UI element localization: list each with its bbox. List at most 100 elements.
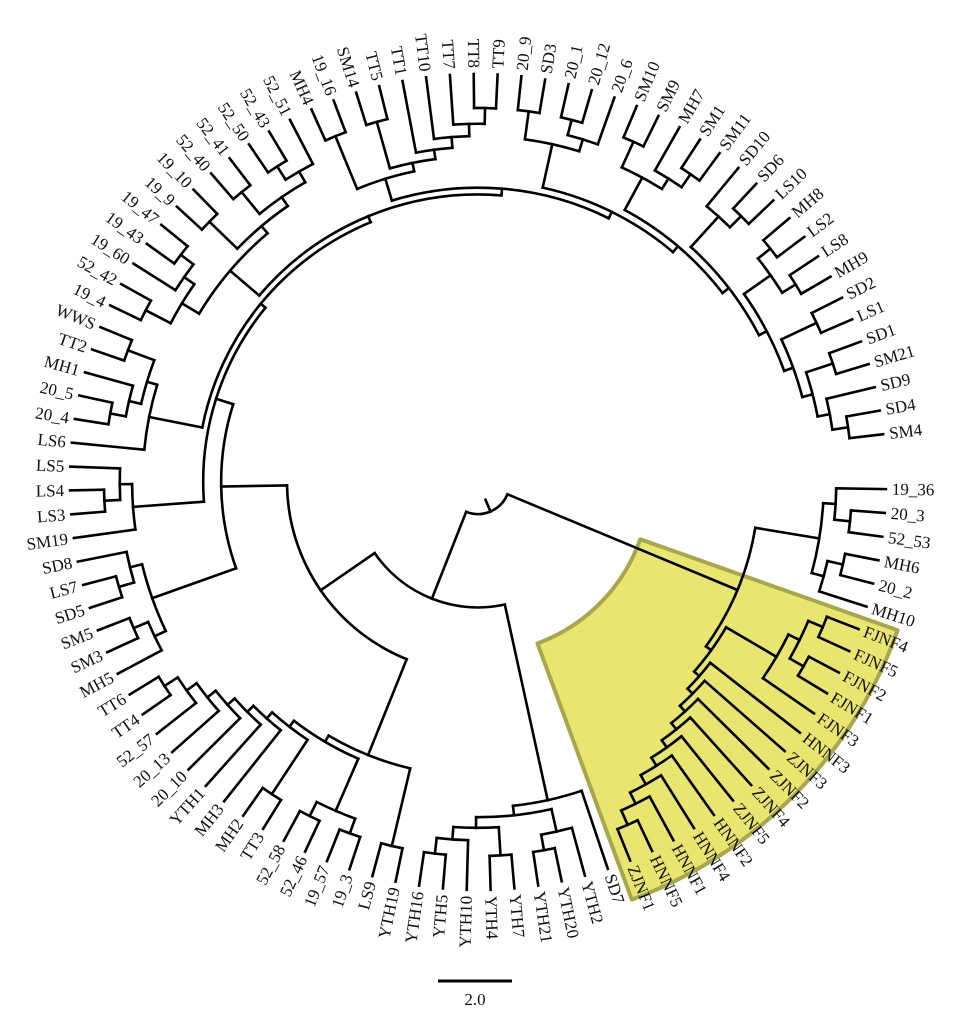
internal-branch bbox=[432, 148, 437, 161]
internal-branch bbox=[689, 214, 721, 249]
leaf-branch bbox=[816, 635, 852, 653]
internal-branch bbox=[259, 224, 270, 236]
leaf-label: 19_36 bbox=[892, 480, 935, 500]
internal-branch bbox=[145, 380, 159, 387]
leaf-label: LS3 bbox=[36, 505, 66, 526]
leaf-branch bbox=[81, 574, 118, 587]
leaf-label: SD5 bbox=[53, 601, 88, 628]
leaf-label: SD8 bbox=[40, 553, 73, 578]
internal-branch bbox=[742, 273, 773, 296]
leaf-branch bbox=[796, 673, 829, 696]
leaf-branch bbox=[799, 274, 833, 296]
internal-branch bbox=[126, 348, 156, 362]
leaf-label: SD4 bbox=[884, 395, 918, 419]
internal-branch bbox=[433, 836, 439, 856]
leaf-branch bbox=[76, 550, 129, 564]
leaf-label: 20_5 bbox=[38, 378, 75, 404]
leaf-branch bbox=[746, 198, 776, 226]
leaf-branch bbox=[579, 789, 610, 871]
leaf-branch bbox=[186, 716, 242, 772]
leaf-branch bbox=[775, 235, 807, 260]
internal-branch bbox=[825, 559, 845, 567]
leaf-label: LS7 bbox=[48, 577, 81, 603]
leaf-label: YTH2 bbox=[577, 879, 607, 926]
leaf-branch bbox=[615, 827, 632, 863]
internal-branch bbox=[720, 286, 731, 295]
internal-branch bbox=[214, 397, 235, 406]
leaf-branch bbox=[509, 853, 516, 890]
leaf-branch bbox=[222, 728, 283, 804]
internal-branch bbox=[660, 176, 671, 191]
leaf-branch bbox=[303, 819, 322, 854]
internal-branch bbox=[669, 721, 679, 732]
internal-branch bbox=[108, 411, 128, 418]
internal-branch bbox=[207, 219, 240, 251]
leaf-branch bbox=[105, 636, 140, 655]
leaf-branch bbox=[68, 488, 106, 492]
leaf-label: TT8 bbox=[464, 39, 483, 68]
leaf-label: YTH20 bbox=[554, 885, 583, 940]
internal-branch bbox=[264, 710, 274, 721]
leaf-label: SD3 bbox=[537, 42, 561, 75]
internal-branch bbox=[410, 161, 416, 173]
leaf-label: MH6 bbox=[882, 552, 921, 578]
leaf-label: YTH10 bbox=[456, 896, 476, 948]
leaf-label: 52_53 bbox=[887, 528, 932, 553]
leaf-branch bbox=[553, 846, 564, 883]
leaf-branch bbox=[131, 261, 178, 292]
internal-branch bbox=[375, 120, 392, 171]
leaf-branch bbox=[635, 818, 654, 853]
leaf-branch bbox=[708, 660, 802, 735]
leaf-branch bbox=[704, 166, 741, 209]
internal-branch bbox=[679, 172, 693, 190]
internal-branch bbox=[219, 484, 289, 488]
internal-branch bbox=[821, 501, 837, 506]
leaf-branch bbox=[241, 786, 265, 818]
root-stub bbox=[483, 497, 493, 514]
leaf-branch bbox=[144, 241, 177, 266]
leaf-label: TT7 bbox=[438, 39, 459, 70]
leaf-branch bbox=[531, 850, 540, 887]
internal-branch bbox=[619, 808, 630, 827]
leaf-label: 20_1 bbox=[561, 43, 587, 80]
leaf-label: SM21 bbox=[872, 341, 917, 371]
leaf-label: SD9 bbox=[878, 370, 912, 396]
internal-branch bbox=[184, 681, 199, 693]
leaf-branch bbox=[538, 78, 547, 115]
internal-branch bbox=[628, 790, 638, 806]
internal-branch bbox=[150, 566, 238, 600]
leaf-branch bbox=[847, 530, 884, 539]
leaf-label: LS9 bbox=[354, 879, 380, 911]
internal-branch bbox=[333, 134, 359, 191]
leaf-branch bbox=[119, 282, 153, 303]
leaf-branch bbox=[90, 347, 126, 363]
internal-branch bbox=[451, 825, 455, 841]
leaf-branch bbox=[843, 552, 880, 562]
leaf-branch bbox=[261, 798, 283, 831]
leaf-branch bbox=[659, 773, 696, 830]
leaf-branch bbox=[108, 303, 143, 322]
leaf-label: SD1 bbox=[863, 320, 898, 348]
internal-branch bbox=[523, 109, 531, 141]
internal-branch bbox=[780, 282, 798, 295]
leaf-branch bbox=[175, 204, 204, 232]
internal-branch bbox=[205, 688, 218, 700]
internal-branch bbox=[127, 399, 143, 406]
leaf-label: TT1 bbox=[387, 45, 411, 77]
leaf-branch bbox=[819, 317, 854, 335]
internal-branch bbox=[539, 833, 546, 852]
internal-branch bbox=[366, 657, 409, 757]
branch-layer bbox=[68, 72, 888, 892]
internal-branch bbox=[620, 140, 636, 170]
internal-branch bbox=[497, 825, 502, 857]
leaf-label: LS1 bbox=[854, 297, 888, 326]
internal-branch bbox=[275, 164, 288, 182]
internal-arc bbox=[200, 220, 373, 430]
internal-branch bbox=[131, 620, 150, 630]
leaf-branch bbox=[448, 73, 455, 126]
leaf-branch bbox=[347, 835, 362, 871]
internal-branch bbox=[333, 756, 361, 813]
leaf-branch bbox=[596, 95, 617, 146]
internal-branch bbox=[225, 696, 237, 707]
